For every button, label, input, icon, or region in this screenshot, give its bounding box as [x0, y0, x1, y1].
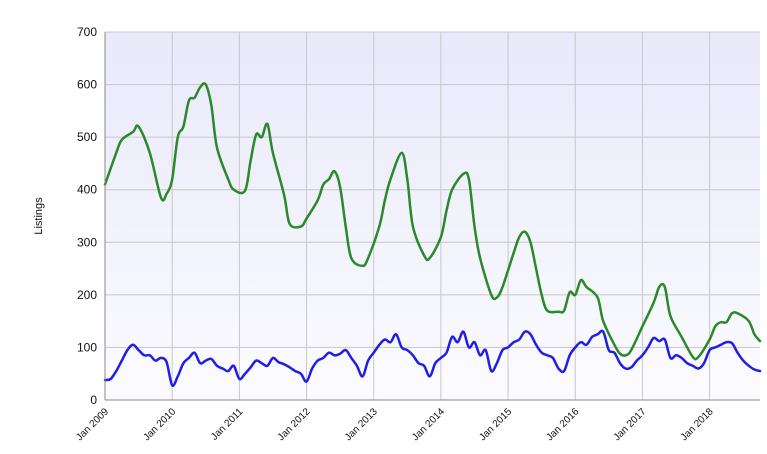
- x-tick-label: Jan 2018: [679, 406, 716, 443]
- x-tick-label: Jan 2015: [477, 406, 514, 443]
- x-tick-label: Jan 2009: [74, 406, 111, 443]
- x-tick-label: Jan 2012: [276, 406, 313, 443]
- y-tick-label: 500: [77, 130, 97, 144]
- y-tick-label: 200: [77, 288, 97, 302]
- x-tick-labels: Jan 2009 Jan 2010 Jan 2011 Jan 2012 Jan 2013…: [74, 406, 716, 443]
- grid-lines: [105, 31, 760, 400]
- y-tick-label: 700: [77, 25, 97, 39]
- x-tick-label: Jan 2017: [612, 406, 649, 443]
- y-tick-label: 100: [77, 340, 97, 354]
- series-layer: [103, 82, 762, 387]
- x-tick-label: Jan 2016: [544, 406, 581, 443]
- x-tick-label: Jan 2010: [141, 406, 178, 443]
- x-tick-label: Jan 2011: [209, 406, 246, 443]
- y-tick-label: 0: [90, 393, 97, 407]
- y-axis-title: Listings: [33, 197, 45, 235]
- series-line-blue: [103, 329, 762, 387]
- y-tick-label: 600: [77, 78, 97, 92]
- x-tick-label: Jan 2014: [410, 406, 447, 443]
- x-tick-label: Jan 2013: [343, 406, 380, 443]
- y-tick-labels: 0 100 200 300 400 500 600 700: [77, 25, 97, 407]
- y-tick-label: 300: [77, 235, 97, 249]
- series-line-green: [103, 82, 762, 361]
- y-tick-label: 400: [77, 183, 97, 197]
- plot-background: [105, 32, 760, 400]
